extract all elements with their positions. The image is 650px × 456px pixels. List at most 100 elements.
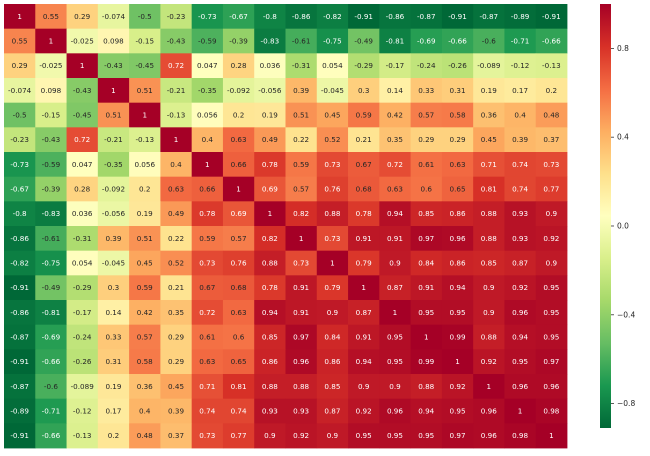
heatmap-cell-label: 0.76 xyxy=(324,185,340,194)
heatmap-cell xyxy=(129,152,161,178)
heatmap-cell xyxy=(410,176,443,202)
heatmap-cell xyxy=(97,300,130,326)
heatmap-cell-label: 0.48 xyxy=(137,431,153,440)
heatmap-cell xyxy=(535,53,568,79)
heatmap-cell-label: 0.42 xyxy=(387,111,403,120)
heatmap-cell xyxy=(441,300,474,326)
heatmap-cell xyxy=(285,28,318,54)
heatmap-cell-label: 0.87 xyxy=(387,283,403,292)
heatmap-cell-label: -0.45 xyxy=(135,61,154,70)
heatmap-cell xyxy=(66,53,99,79)
colorbar-tick-label: 0.8 xyxy=(617,44,629,53)
heatmap-cell xyxy=(410,398,443,424)
heatmap-cell-label: -0.43 xyxy=(104,61,123,70)
heatmap-cell xyxy=(504,226,537,252)
heatmap-cell-label: 0.84 xyxy=(418,259,434,268)
heatmap-cell xyxy=(97,176,130,202)
heatmap-cell-label: 0.63 xyxy=(168,185,184,194)
heatmap-cell-label: 0.79 xyxy=(356,259,372,268)
heatmap-cell xyxy=(316,226,349,252)
heatmap-cell xyxy=(4,398,36,424)
heatmap-cell-label: 0.2 xyxy=(139,185,150,194)
heatmap-cell xyxy=(316,423,349,449)
heatmap-cell-label: 0.19 xyxy=(105,382,121,391)
heatmap-cell-label: 0.35 xyxy=(387,135,403,144)
heatmap-cell-label: 0.45 xyxy=(137,259,153,268)
heatmap-cell xyxy=(254,398,286,424)
heatmap-cell-label: 0.72 xyxy=(168,61,184,70)
heatmap-cell-label: 1 xyxy=(549,431,554,440)
heatmap-cell xyxy=(535,250,568,276)
heatmap-cell xyxy=(504,374,537,400)
heatmap-cell xyxy=(254,78,286,104)
heatmap-cell xyxy=(410,152,443,178)
heatmap-cell-label: 0.97 xyxy=(418,234,434,243)
heatmap-cell-label: 0.036 xyxy=(72,209,93,218)
heatmap-cell xyxy=(4,102,36,128)
heatmap-cell-label: 1 xyxy=(330,259,335,268)
heatmap-cell-label: -0.45 xyxy=(73,111,92,120)
heatmap-cell-label: 0.78 xyxy=(262,283,278,292)
heatmap-cell xyxy=(379,4,412,30)
heatmap-cell-label: 0.81 xyxy=(231,382,247,391)
heatmap-cell-label: -0.39 xyxy=(229,37,248,46)
heatmap-cell-label: -0.092 xyxy=(227,86,250,95)
heatmap-cell xyxy=(191,275,224,301)
heatmap-cell-label: 0.94 xyxy=(356,357,372,366)
heatmap-cell xyxy=(222,4,255,30)
heatmap-cell xyxy=(222,275,255,301)
heatmap-cell-label: -0.75 xyxy=(323,37,342,46)
heatmap-cell xyxy=(191,152,224,178)
heatmap-cell xyxy=(35,28,67,54)
heatmap-cell-label: 1 xyxy=(236,185,241,194)
heatmap-cell-label: -0.91 xyxy=(10,283,29,292)
heatmap-cell-label: -0.71 xyxy=(511,37,530,46)
heatmap-cell-label: 0.55 xyxy=(12,37,28,46)
heatmap-cell-label: 0.63 xyxy=(199,357,215,366)
heatmap-cell xyxy=(535,176,568,202)
heatmap-cell-label: 0.19 xyxy=(481,86,497,95)
heatmap-cell xyxy=(97,250,130,276)
heatmap-cell-label: 0.91 xyxy=(418,283,434,292)
heatmap-cell xyxy=(254,275,286,301)
heatmap-cell xyxy=(35,300,67,326)
heatmap-cell xyxy=(222,127,255,153)
heatmap-cell xyxy=(191,28,224,54)
heatmap-cell-label: 0.29 xyxy=(418,135,434,144)
heatmap-cell-label: 0.88 xyxy=(262,259,278,268)
heatmap-cell-label: 0.31 xyxy=(105,357,121,366)
heatmap-cell xyxy=(535,201,568,227)
heatmap-cell-label: 0.87 xyxy=(356,308,372,317)
heatmap-cell-label: 0.95 xyxy=(512,357,528,366)
heatmap-cell xyxy=(191,78,224,104)
heatmap-cell xyxy=(473,349,505,375)
heatmap-cell xyxy=(254,374,286,400)
heatmap-cell xyxy=(66,201,99,227)
heatmap-cell-label: 1 xyxy=(80,61,85,70)
heatmap-cell xyxy=(222,349,255,375)
heatmap-cell-label: 0.88 xyxy=(481,234,497,243)
heatmap-cell-label: 0.056 xyxy=(197,111,218,120)
heatmap-cell xyxy=(66,4,99,30)
heatmap-cell xyxy=(66,275,99,301)
heatmap-cell-label: -0.87 xyxy=(10,333,29,342)
heatmap-cell-label: 1 xyxy=(487,382,492,391)
heatmap-cell xyxy=(348,423,380,449)
heatmap-cell xyxy=(535,78,568,104)
heatmap-cell xyxy=(35,201,67,227)
heatmap-cell-label: 0.57 xyxy=(418,111,434,120)
heatmap-cell xyxy=(222,300,255,326)
heatmap-cell xyxy=(473,226,505,252)
heatmap-cell xyxy=(4,324,36,350)
heatmap-cell xyxy=(473,102,505,128)
heatmap-cell-label: -0.31 xyxy=(73,234,92,243)
heatmap-cell xyxy=(191,398,224,424)
heatmap-cell-label: 0.77 xyxy=(231,431,247,440)
heatmap-cell xyxy=(254,324,286,350)
heatmap-cell-label: 1 xyxy=(142,111,147,120)
heatmap-cell xyxy=(35,102,67,128)
heatmap-cell-label: 0.4 xyxy=(514,111,526,120)
heatmap-cell-label: 0.96 xyxy=(293,357,309,366)
heatmap-cell xyxy=(191,250,224,276)
heatmap-cell xyxy=(66,127,99,153)
